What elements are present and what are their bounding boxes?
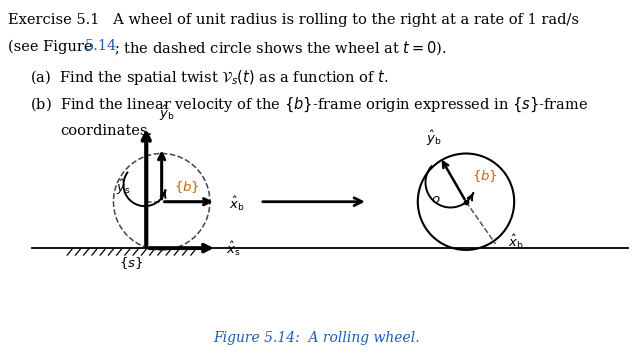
- Text: $\hat{x}_{\rm s}$: $\hat{x}_{\rm s}$: [226, 240, 241, 258]
- Text: $\hat{y}_{\rm b}$: $\hat{y}_{\rm b}$: [426, 129, 442, 148]
- Text: ; the dashed circle shows the wheel at $t = 0$).: ; the dashed circle shows the wheel at $…: [114, 40, 446, 57]
- Text: $\{s\}$: $\{s\}$: [119, 255, 143, 271]
- Text: coordinates.: coordinates.: [60, 124, 152, 137]
- Text: Figure 5.14:  A rolling wheel.: Figure 5.14: A rolling wheel.: [214, 331, 420, 345]
- Text: $\{b\}$: $\{b\}$: [174, 178, 200, 195]
- Text: (see Figure: (see Figure: [8, 40, 97, 54]
- Text: 5.14: 5.14: [85, 40, 117, 54]
- Text: (a)  Find the spatial twist $\mathcal{V}_s(t)$ as a function of $t$.: (a) Find the spatial twist $\mathcal{V}_…: [30, 67, 389, 86]
- Text: $\hat{y}_{\rm s}$: $\hat{y}_{\rm s}$: [116, 178, 131, 197]
- Text: $o$: $o$: [431, 193, 441, 206]
- Text: $\hat{y}_{\rm b}$: $\hat{y}_{\rm b}$: [159, 104, 174, 122]
- Text: (b)  Find the linear velocity of the $\{b\}$-frame origin expressed in $\{s\}$-f: (b) Find the linear velocity of the $\{b…: [30, 96, 588, 114]
- Text: $\hat{x}_{\rm b}$: $\hat{x}_{\rm b}$: [228, 194, 244, 213]
- Text: Exercise 5.1   A wheel of unit radius is rolling to the right at a rate of 1 rad: Exercise 5.1 A wheel of unit radius is r…: [8, 13, 579, 27]
- Text: $\hat{x}_{\rm b}$: $\hat{x}_{\rm b}$: [508, 233, 524, 251]
- Text: $\{b\}$: $\{b\}$: [472, 168, 498, 184]
